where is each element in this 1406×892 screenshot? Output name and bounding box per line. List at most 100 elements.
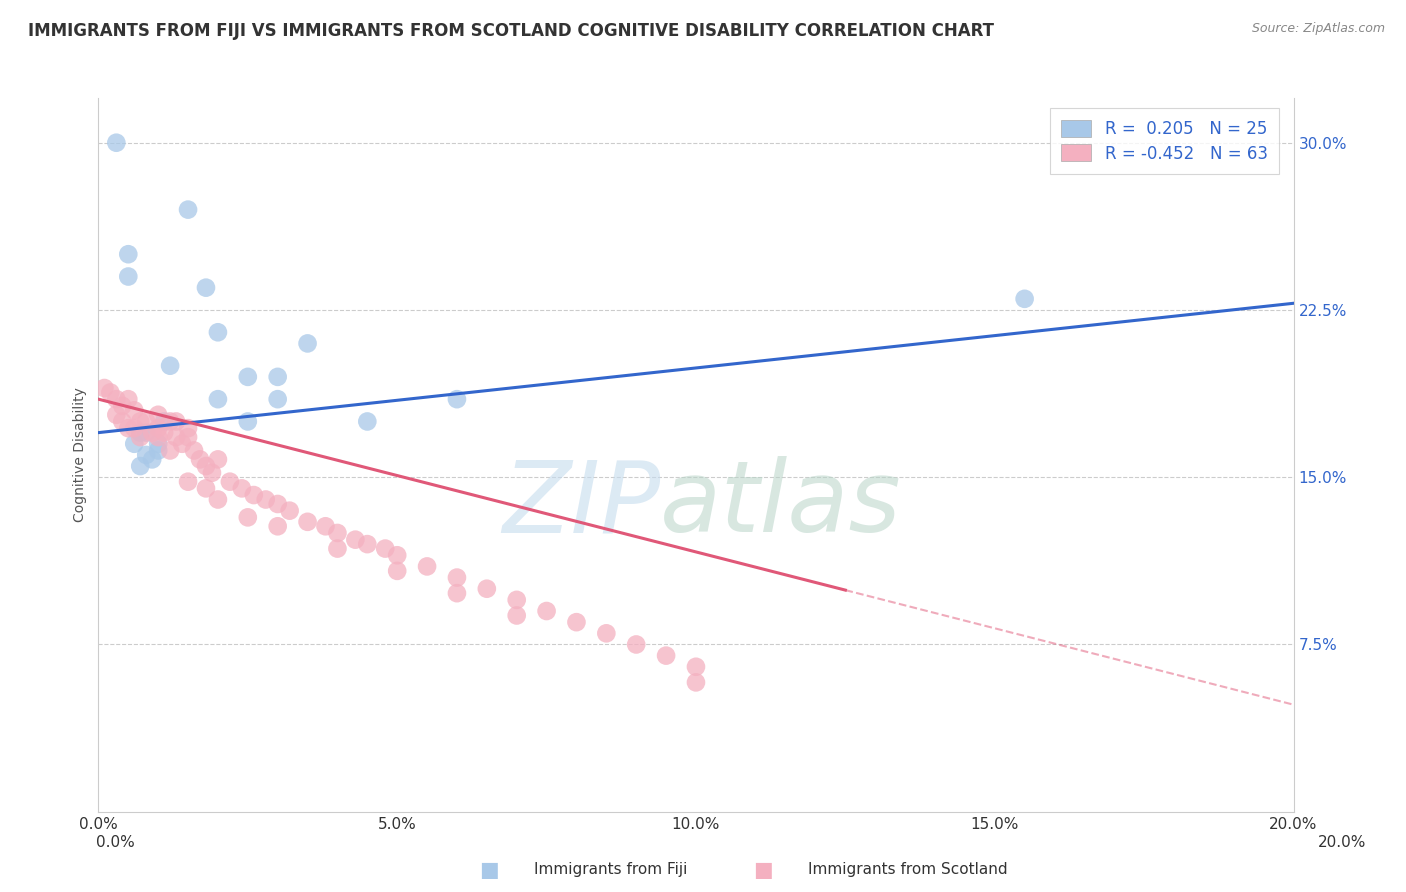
Text: 0.0%: 0.0% xyxy=(96,836,135,850)
Point xyxy=(129,425,152,440)
Point xyxy=(278,503,301,517)
Point xyxy=(124,403,146,417)
Point xyxy=(236,369,259,384)
Point xyxy=(111,414,134,429)
Point xyxy=(165,414,187,429)
Point xyxy=(385,564,409,578)
Point xyxy=(105,136,128,150)
Point xyxy=(356,537,378,551)
Point xyxy=(326,541,349,556)
Point xyxy=(183,443,205,458)
Point xyxy=(297,336,319,351)
Point xyxy=(105,408,128,422)
Point xyxy=(506,608,529,623)
Point xyxy=(344,533,367,547)
Point xyxy=(685,660,707,674)
Point xyxy=(506,592,529,607)
Point xyxy=(326,526,349,541)
Point xyxy=(207,492,229,507)
Point xyxy=(177,475,200,489)
Point xyxy=(135,425,157,440)
Point xyxy=(117,392,139,407)
Point xyxy=(141,452,163,467)
Point xyxy=(207,392,229,407)
Point xyxy=(236,510,259,524)
Point xyxy=(231,482,253,496)
Point xyxy=(177,421,200,435)
Point xyxy=(565,615,588,630)
Point xyxy=(117,247,139,261)
Point xyxy=(446,392,468,407)
Point xyxy=(236,414,259,429)
Point xyxy=(124,436,146,450)
Point xyxy=(159,414,181,429)
Point xyxy=(624,637,647,651)
Point xyxy=(475,582,498,596)
Point xyxy=(374,541,396,556)
Point xyxy=(124,421,146,435)
Point xyxy=(416,559,439,574)
Text: IMMIGRANTS FROM FIJI VS IMMIGRANTS FROM SCOTLAND COGNITIVE DISABILITY CORRELATIO: IMMIGRANTS FROM FIJI VS IMMIGRANTS FROM … xyxy=(28,22,994,40)
Point xyxy=(148,443,170,458)
Point xyxy=(148,408,170,422)
Point xyxy=(129,459,152,474)
Point xyxy=(595,626,617,640)
Point xyxy=(159,359,181,373)
Text: ZIP: ZIP xyxy=(502,457,661,553)
Point xyxy=(194,281,218,295)
Point xyxy=(148,421,170,435)
Point xyxy=(536,604,558,618)
Point xyxy=(93,381,115,395)
Point xyxy=(297,515,319,529)
Point xyxy=(267,519,290,533)
Point xyxy=(177,430,200,444)
Text: ■: ■ xyxy=(479,860,499,880)
Point xyxy=(655,648,678,663)
Text: Immigrants from Scotland: Immigrants from Scotland xyxy=(808,863,1008,877)
Point xyxy=(315,519,337,533)
Point xyxy=(267,369,290,384)
Y-axis label: Cognitive Disability: Cognitive Disability xyxy=(73,387,87,523)
Legend: R =  0.205   N = 25, R = -0.452   N = 63: R = 0.205 N = 25, R = -0.452 N = 63 xyxy=(1049,108,1279,174)
Point xyxy=(153,414,176,429)
Point xyxy=(153,425,176,440)
Point xyxy=(98,385,122,400)
Text: atlas: atlas xyxy=(661,457,901,553)
Point xyxy=(105,392,128,407)
Point xyxy=(148,436,170,450)
Point xyxy=(129,414,152,429)
Point xyxy=(129,430,152,444)
Point xyxy=(207,452,229,467)
Point xyxy=(141,425,163,440)
Point xyxy=(172,436,194,450)
Point xyxy=(188,452,211,467)
Point xyxy=(117,269,139,284)
Point xyxy=(267,392,290,407)
Point xyxy=(194,459,218,474)
Point xyxy=(356,414,378,429)
Point xyxy=(135,414,157,429)
Point xyxy=(201,466,224,480)
Point xyxy=(219,475,242,489)
Point xyxy=(111,399,134,413)
Point xyxy=(135,448,157,462)
Text: Immigrants from Fiji: Immigrants from Fiji xyxy=(534,863,688,877)
Point xyxy=(117,421,139,435)
Point xyxy=(446,571,468,585)
Point xyxy=(159,443,181,458)
Point xyxy=(207,325,229,339)
Point xyxy=(194,482,218,496)
Point xyxy=(385,548,409,563)
Text: 20.0%: 20.0% xyxy=(1319,836,1367,850)
Point xyxy=(243,488,266,502)
Point xyxy=(1014,292,1036,306)
Point xyxy=(148,430,170,444)
Point xyxy=(177,202,200,217)
Point xyxy=(254,492,277,507)
Text: ■: ■ xyxy=(754,860,773,880)
Point xyxy=(685,675,707,690)
Text: Source: ZipAtlas.com: Source: ZipAtlas.com xyxy=(1251,22,1385,36)
Point xyxy=(267,497,290,511)
Point xyxy=(165,430,187,444)
Point xyxy=(446,586,468,600)
